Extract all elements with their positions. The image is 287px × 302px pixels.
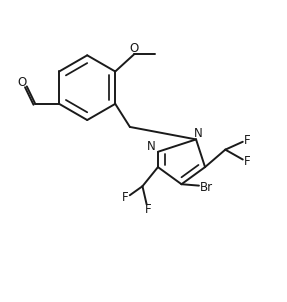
Text: F: F bbox=[244, 134, 250, 147]
Text: N: N bbox=[147, 140, 156, 153]
Text: F: F bbox=[122, 191, 129, 204]
Text: F: F bbox=[244, 155, 250, 168]
Text: F: F bbox=[145, 203, 152, 216]
Text: Br: Br bbox=[200, 181, 214, 194]
Text: N: N bbox=[194, 127, 203, 140]
Text: O: O bbox=[18, 76, 27, 89]
Text: O: O bbox=[129, 42, 138, 55]
